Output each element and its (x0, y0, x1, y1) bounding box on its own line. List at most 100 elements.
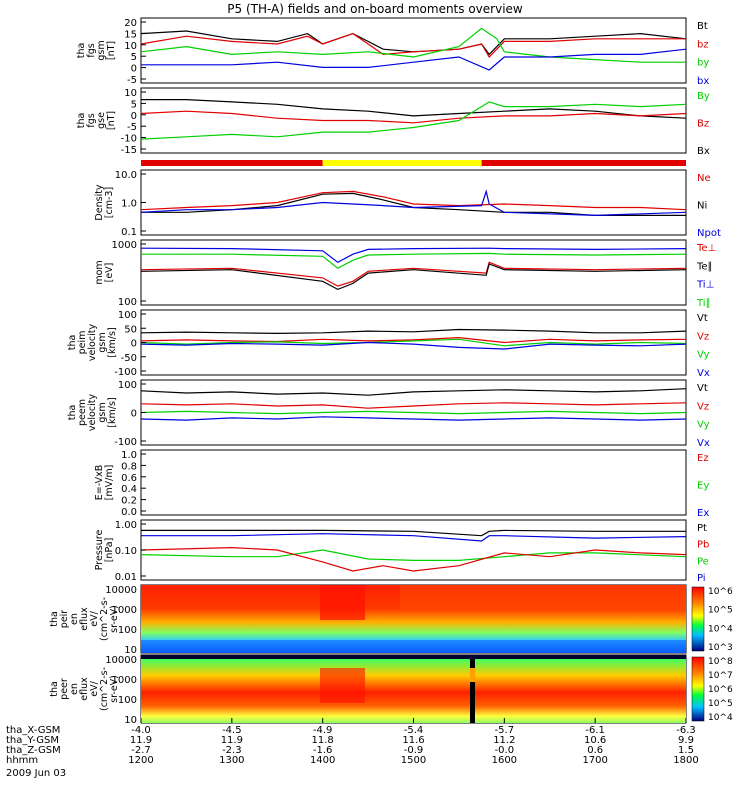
time-axis: tha_X-GSMtha_Y-GSMtha_Z-GSMhhmm-4.011.9-… (6, 718, 699, 766)
colorbar-label: 10^6 (708, 685, 733, 695)
colorbar-label: 10^8 (708, 657, 733, 667)
time-tick-value: -4.5 (222, 725, 242, 736)
panel-peem_velocity: 100 0 -100 thapeemvelocitygsm[km/s] Vt Vz Vy Vx (67, 379, 710, 449)
y-tick-label: 15 (124, 29, 137, 40)
time-tick-value: 1.5 (678, 745, 694, 756)
colorbar-label: 10^4 (708, 624, 733, 634)
y-tick-label: 10000 (105, 655, 137, 666)
time-tick-value: 11.2 (493, 735, 515, 746)
mode-bar-segment (141, 160, 323, 166)
time-axis-row-label: tha_Z-GSM (6, 745, 61, 756)
time-tick-value: -0.0 (495, 745, 515, 756)
legend-entry: Te⊥ (696, 243, 716, 254)
y-axis-label: Density[cm-3] (94, 184, 115, 220)
time-tick-value: 9.9 (678, 735, 694, 746)
legend-entry: bz (697, 39, 709, 50)
y-axis-label: thafgsgse[nT] (76, 111, 117, 130)
series-line-2 (140, 101, 687, 140)
panel-peim_velocity: 100 50 0 -50 -100 thapeimvelocitygsm[km/s] Vt V… (67, 309, 710, 379)
legend-entry: Ti∥ (696, 298, 711, 309)
y-tick-label: 10 (124, 715, 137, 726)
series-line-0 (140, 30, 687, 56)
y-tick-label: 0 (131, 339, 137, 350)
series-line-1 (140, 110, 687, 124)
colorbar-label: 10^5 (708, 606, 733, 616)
time-tick-value: 1200 (128, 755, 153, 766)
time-tick-value: -5.7 (495, 725, 515, 736)
legend-entry: Te∥ (696, 261, 713, 272)
y-tick-label: 5 (131, 52, 137, 63)
y-tick-label: -10 (121, 134, 137, 145)
y-tick-label: 10.0 (115, 170, 137, 181)
y-tick-label: 0 (131, 111, 137, 122)
y-axis-label: thapeimvelocitygsm[km/s] (67, 324, 118, 362)
legend-entry: bx (697, 76, 709, 87)
series-line-0 (140, 328, 687, 335)
y-axis-label: mom[eV] (94, 260, 115, 284)
time-tick-value: -4.0 (131, 725, 151, 736)
colorbar-label: 10^4 (708, 713, 733, 723)
series-line-0 (141, 98, 687, 119)
time-axis-row-label: tha_X-GSM (6, 725, 60, 736)
legend-entry: Vt (697, 313, 708, 324)
y-tick-label: 1.00 (115, 520, 137, 531)
y-axis-label: thapeemvelocitygsm[km/s] (67, 394, 118, 432)
y-tick-label: 0.2 (121, 496, 137, 507)
y-tick-label: -100 (114, 367, 137, 378)
legend-entry: Vy (697, 350, 710, 361)
colorbar-label: 10^3 (708, 643, 733, 653)
date-label: 2009 Jun 03 (6, 768, 66, 779)
legend-entry: Pt (697, 523, 707, 534)
panel-efield: 1.00.80.60.40.20.0 E=-VxB[mV/m] Ez Ey Ex (94, 449, 709, 519)
series-line-0 (140, 388, 687, 396)
y-tick-label: 100 (118, 625, 137, 636)
y-tick-label: 1.0 (121, 450, 137, 461)
legend-entry: Ti⊥ (696, 280, 714, 291)
series-line-3 (140, 341, 687, 350)
series-line-1 (141, 252, 687, 270)
y-tick-label: -50 (121, 353, 137, 364)
y-tick-label: 50 (124, 324, 137, 335)
y-tick-label: 1000 (112, 605, 137, 616)
y-tick-label: 100 (118, 297, 137, 308)
time-tick-value: -6.3 (676, 725, 696, 736)
time-axis-row-label: hhmm (6, 755, 38, 766)
time-tick-value: 10.6 (584, 735, 606, 746)
y-tick-label: 0.6 (121, 473, 137, 484)
panel-frame (140, 17, 687, 84)
series-line-3 (140, 546, 687, 572)
series-line-2 (140, 338, 687, 347)
series-line-2 (140, 410, 687, 415)
panel-frame (140, 449, 687, 516)
legend-entry: Pi (697, 573, 706, 584)
time-tick-value: 1400 (310, 755, 335, 766)
time-tick-value: -1.6 (313, 745, 333, 756)
time-tick-value: 1800 (673, 755, 698, 766)
time-tick-value: 1600 (492, 755, 517, 766)
electron-colorbar (691, 656, 705, 722)
y-tick-label: 100 (118, 380, 137, 391)
legend-entry: By (697, 91, 710, 102)
legend-entry: by (697, 58, 709, 69)
legend-entry: Pb (697, 540, 709, 551)
series-line-1 (141, 533, 687, 542)
y-axis-label: thapeerenefluxeV/(cm^2-s-sr-eV) (49, 667, 120, 711)
time-tick-value: 0.6 (587, 745, 603, 756)
series-line-3 (140, 416, 687, 421)
y-tick-label: 0 (131, 409, 137, 420)
legend-entry: Vz (697, 331, 709, 342)
y-axis-label: thapeirenefluxeV/(cm^2-s-sr-eV) (49, 597, 120, 641)
y-tick-label: 0.01 (115, 572, 137, 583)
y-axis-label: E=-VxB[mV/m] (94, 465, 115, 501)
time-tick-value: 11.9 (221, 735, 243, 746)
series-line-2 (140, 189, 687, 217)
mode-bar-segment (481, 160, 686, 166)
series-line-3 (141, 48, 687, 71)
series-line-0 (141, 529, 686, 537)
legend-entry: Bx (697, 146, 710, 157)
y-tick-label: 10 (124, 41, 137, 52)
legend-entry: Vz (697, 401, 709, 412)
legend-entry: Ne (697, 173, 711, 184)
